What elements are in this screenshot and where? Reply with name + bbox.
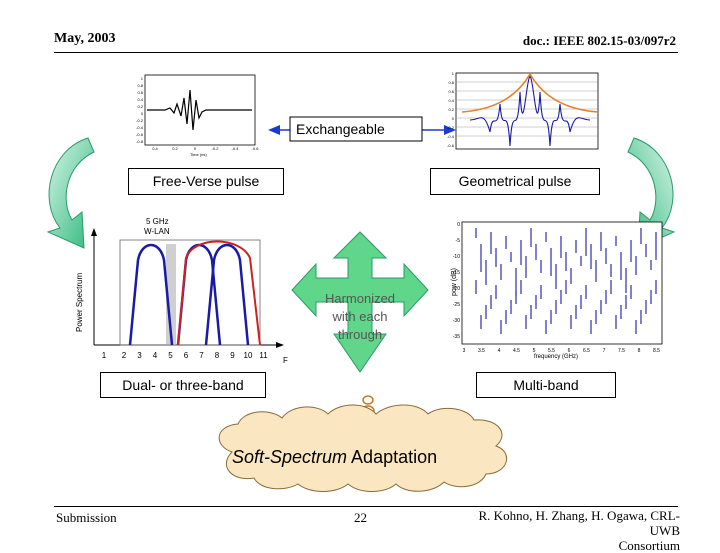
tl-y-tick-1: 0.8	[137, 83, 143, 88]
soft-spectrum-italic: Soft-Spectrum	[232, 447, 348, 467]
y-tick-1: -5	[456, 238, 461, 244]
frequency-xlabel: frequency (GHz)	[534, 354, 578, 360]
x-tick-10: 10	[244, 351, 253, 360]
pow-db-ylabel: pow (dB)	[451, 268, 458, 296]
tr-y-tick-6: -0.2	[447, 125, 455, 130]
header-rule	[54, 52, 678, 53]
y-tick-6: -30	[453, 318, 460, 324]
diagram-canvas: 5 GHz W-LAN Power Spectrum F 1 2 3 4 5 6 7 8 9 10…	[46, 71, 676, 492]
exchangeable-arrow	[268, 116, 456, 142]
free-verse-pulse-plot	[144, 74, 256, 146]
x-tick-7: 7	[199, 351, 204, 360]
tl-x-tick-1: 0.2	[172, 146, 178, 151]
tl-y-tick-6: -0.2	[136, 118, 144, 123]
tl-y-tick-8: -0.6	[136, 132, 144, 137]
tl-x-tick-3: -0.2	[212, 146, 220, 151]
x-tick-6: 6	[184, 351, 189, 360]
soft-spectrum-cloud	[218, 404, 508, 492]
y-tick-2: -10	[453, 254, 460, 260]
tr-y-tick-1: 0.8	[448, 80, 454, 85]
tr-y-tick-3: 0.4	[448, 98, 454, 103]
x-tick-9: 9	[230, 351, 235, 360]
header-doc-id: doc.: IEEE 802.15-03/097r2	[522, 33, 676, 48]
tl-x-tick-2: 0	[194, 146, 197, 151]
multi-band-spectrum-chart	[461, 221, 663, 345]
x-tick-4: 4	[153, 351, 158, 360]
y-tick-4: -20	[453, 286, 460, 292]
y-tick-3: -15	[453, 270, 460, 276]
harmonized-cross-arrow	[291, 231, 429, 373]
soft-spectrum-rest: Adaptation	[347, 447, 438, 467]
tl-x-tick-4: -0.4	[232, 146, 240, 151]
multi-band-label: Multi-band	[476, 372, 616, 398]
footer-submission: Submission	[56, 510, 117, 525]
header-date: May, 2003	[54, 31, 116, 46]
curved-arrow-left	[46, 137, 95, 249]
wlan-annotation-line2: W-LAN	[144, 227, 170, 236]
tl-x-tick-5: -0.6	[252, 146, 260, 151]
x-tick-1: 3.5	[478, 348, 485, 354]
x-tick-5: 5	[168, 351, 173, 360]
y-tick-7: -35	[453, 334, 460, 340]
soft-spectrum-title: Soft-Spectrum Adaptation	[232, 447, 437, 468]
y-tick-5: -25	[453, 302, 460, 308]
x-tick-3: 3	[137, 351, 142, 360]
x-tick-2: 2	[122, 351, 127, 360]
x-tick-6: 6	[568, 348, 571, 354]
x-tick-2: 4	[498, 348, 501, 354]
tr-y-tick-4: 0.2	[448, 107, 454, 112]
x-tick-7: 6.5	[583, 348, 590, 354]
tr-y-tick-5: 0	[452, 116, 455, 121]
tr-y-tick-2: 0.6	[448, 89, 454, 94]
freq-xlabel: F	[283, 356, 288, 365]
tl-y-tick-2: 0.6	[137, 90, 143, 95]
tl-y-tick-3: 0.4	[137, 97, 143, 102]
x-tick-0: 3	[463, 348, 466, 354]
x-tick-4: 5	[533, 348, 536, 354]
exchangeable-label: Exchangeable	[296, 121, 385, 137]
time-ns-xlabel: Time (ns)	[190, 152, 207, 157]
x-tick-11: 8.5	[653, 348, 660, 354]
tr-y-tick-0: 1	[452, 71, 455, 76]
tl-y-tick-9: -0.8	[136, 139, 144, 144]
power-spectrum-ylabel: Power Spectrum	[75, 273, 84, 332]
tr-y-tick-8: -0.6	[447, 143, 455, 148]
tl-y-tick-4: 0.2	[137, 104, 143, 109]
free-verse-pulse-label: Free-Verse pulse	[128, 168, 284, 195]
tl-x-tick-0: 0.4	[152, 146, 158, 151]
x-tick-9: 7.5	[618, 348, 625, 354]
footer-authors-line1: R. Kohno, H. Zhang, H. Ogawa, CRL-UWB	[478, 508, 680, 538]
x-tick-5: 5.5	[548, 348, 555, 354]
dual-band-spectrum-chart	[91, 228, 284, 348]
geometrical-pulse-plot	[455, 72, 599, 150]
x-tick-8: 8	[215, 351, 220, 360]
x-tick-3: 4.5	[513, 348, 520, 354]
dual-band-label: Dual- or three-band	[100, 372, 266, 398]
harmonized-label: Harmonized with each through	[324, 291, 396, 342]
x-tick-1: 1	[102, 351, 107, 360]
tl-y-tick-5: 0	[141, 111, 144, 116]
tl-y-tick-0: 1	[141, 76, 144, 81]
footer-page-number: 22	[354, 510, 367, 525]
geometrical-pulse-label: Geometrical pulse	[430, 168, 600, 195]
footer-authors-line2: Consortium	[618, 538, 680, 553]
tl-y-tick-7: -0.4	[136, 125, 144, 130]
x-tick-10: 8	[638, 348, 641, 354]
footer-authors: R. Kohno, H. Zhang, H. Ogawa, CRL-UWB Con…	[462, 508, 680, 553]
x-tick-8: 7	[603, 348, 606, 354]
footer-rule	[54, 506, 678, 507]
wlan-annotation-line1: 5 GHz	[146, 217, 169, 226]
y-tick-0: 0	[457, 222, 460, 228]
tr-y-tick-7: -0.4	[447, 134, 455, 139]
x-tick-11: 11	[259, 351, 268, 360]
